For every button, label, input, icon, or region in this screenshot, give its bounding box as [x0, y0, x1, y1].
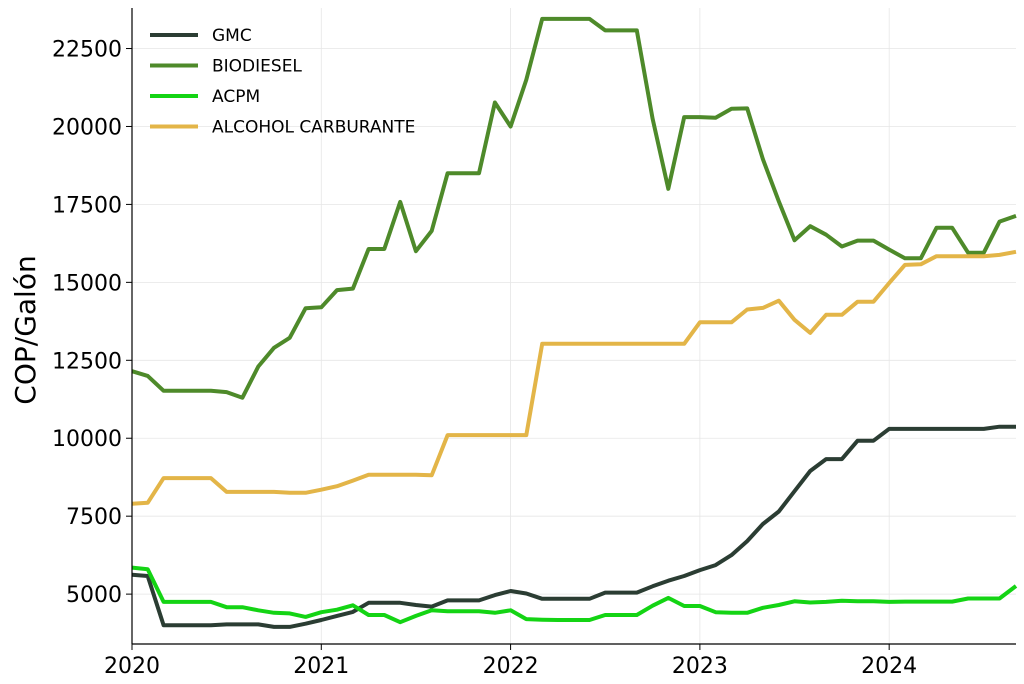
- y-axis-title: COP/Galón: [9, 255, 42, 404]
- y-tick-label: 22500: [52, 38, 122, 63]
- legend-label-alcohol-carburante: ALCOHOL CARBURANTE: [212, 118, 415, 138]
- y-tick-label: 7500: [66, 505, 122, 530]
- legend-label-acpm: ACPM: [212, 87, 260, 107]
- y-tick-label: 20000: [52, 115, 122, 140]
- legend-label-biodiesel: BIODIESEL: [212, 57, 302, 77]
- x-tick-label: 2021: [293, 654, 349, 679]
- y-tick-label: 10000: [52, 427, 122, 452]
- legend-label-gmc: GMC: [212, 26, 252, 46]
- y-tick-label: 12500: [52, 349, 122, 374]
- series-line-biodiesel: [131, 16, 1017, 400]
- grid-lines: [131, 8, 1016, 644]
- y-tick-label: 15000: [52, 271, 122, 296]
- x-tick-label: 2023: [672, 654, 728, 679]
- legend: GMC BIODIESEL ACPM ALCOHOL CARBURANTE: [150, 26, 415, 138]
- series-line-acpm: [131, 565, 1018, 625]
- series-line-gmc: [131, 424, 1016, 629]
- series-lines: [131, 16, 1018, 629]
- x-tick-label: 2020: [104, 654, 160, 679]
- y-tick-label: 5000: [66, 583, 122, 608]
- series-line-alcohol-carburante: [131, 249, 1017, 506]
- y-tick-label: 17500: [52, 193, 122, 218]
- x-tick-label: 2024: [861, 654, 917, 679]
- x-tick-label: 2022: [483, 654, 539, 679]
- tick-labels: 5000 7500 10000 12500 15000 17500 20000 22500 20…: [52, 38, 917, 679]
- axes: [126, 8, 1016, 650]
